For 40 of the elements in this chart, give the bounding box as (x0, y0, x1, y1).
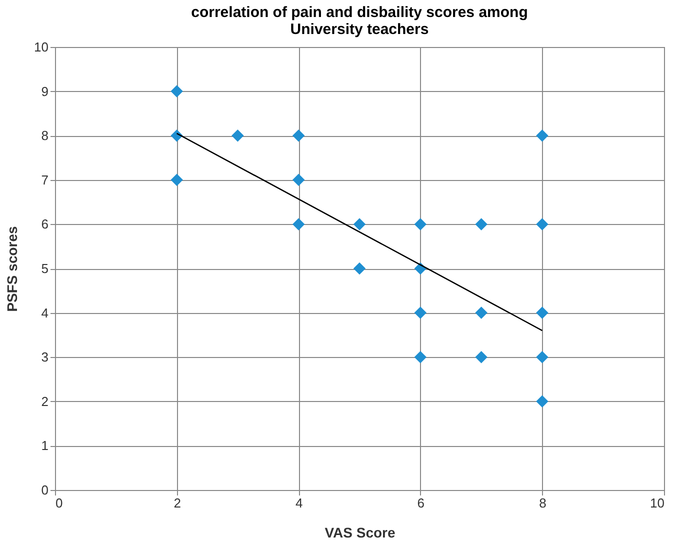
point (536, 218, 548, 230)
x-tick-label: 10 (650, 496, 664, 510)
y-tick-label: 9 (41, 84, 48, 99)
point (353, 262, 366, 275)
y-tick-label: 4 (41, 305, 48, 320)
x-tick-label: 6 (417, 496, 425, 510)
y-tick-label: 2 (41, 394, 48, 409)
y-tick-label: 8 (41, 128, 48, 144)
point (475, 306, 488, 319)
x-tick-label: 4 (295, 496, 303, 510)
x-tick-label: 0 (56, 496, 63, 510)
point (536, 395, 548, 408)
point (475, 350, 488, 364)
point (292, 218, 305, 230)
point (292, 129, 305, 142)
point (232, 129, 244, 142)
point (170, 174, 183, 186)
point (292, 174, 305, 186)
text: correlation of pain and disbaility scores among (191, 4, 528, 21)
y-tick-label: 10 (34, 40, 48, 54)
y-tick-label: 7 (41, 172, 48, 188)
y-tick-label: 3 (41, 350, 48, 365)
x-tick-label: 2 (174, 496, 181, 510)
point (170, 85, 183, 98)
point (414, 218, 427, 230)
point (536, 129, 548, 142)
y-axis-title: PSFS scores (4, 226, 20, 312)
y-tick-label: 1 (41, 438, 48, 454)
y-tick-label: 5 (41, 261, 48, 276)
point (353, 218, 366, 230)
point (536, 350, 548, 364)
text: University teachers (290, 21, 429, 38)
point (414, 306, 427, 319)
point (414, 350, 427, 364)
point (536, 306, 548, 319)
point (475, 218, 488, 230)
x-tick-label: 8 (539, 496, 546, 510)
y-tick-label: 0 (41, 482, 48, 498)
x-axis-title: VAS Score (324, 524, 396, 540)
y-tick-label: 6 (41, 216, 48, 232)
